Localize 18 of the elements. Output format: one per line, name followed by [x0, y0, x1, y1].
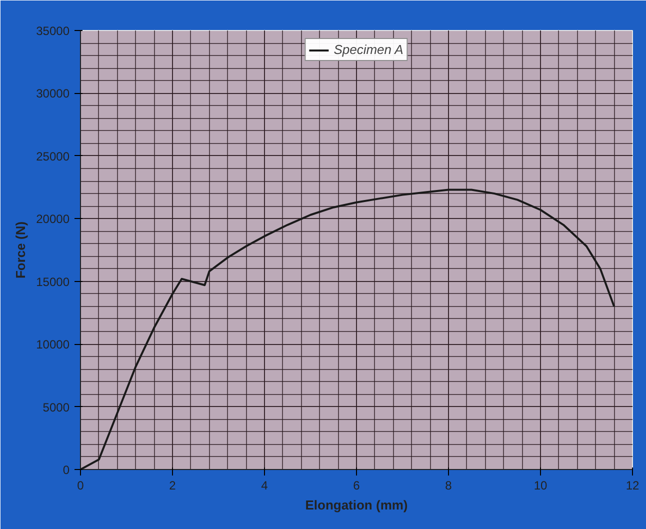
- x-axis-title: Elongation (mm): [305, 498, 408, 512]
- x-tick-label: 4: [261, 478, 268, 492]
- y-tick-label: 0: [62, 463, 70, 477]
- y-tick-label: 15000: [36, 274, 70, 289]
- y-tick-label: 5000: [42, 400, 70, 414]
- y-tick-label: 20000: [36, 212, 70, 226]
- legend-label: Specimen A: [334, 42, 404, 57]
- y-tick-label: 35000: [36, 24, 70, 38]
- x-tick-label: 6: [353, 478, 360, 492]
- x-tick-label: 10: [534, 478, 548, 492]
- y-tick-label: 30000: [36, 86, 70, 101]
- y-tick-label: 10000: [36, 338, 70, 352]
- x-tick-label: 8: [445, 478, 452, 492]
- y-tick-label: 25000: [36, 149, 70, 164]
- x-tick-label: 2: [169, 478, 176, 492]
- x-tick-label: 0: [77, 478, 84, 492]
- y-axis-title: Force (N): [13, 221, 28, 279]
- x-tick-label: 12: [626, 478, 640, 492]
